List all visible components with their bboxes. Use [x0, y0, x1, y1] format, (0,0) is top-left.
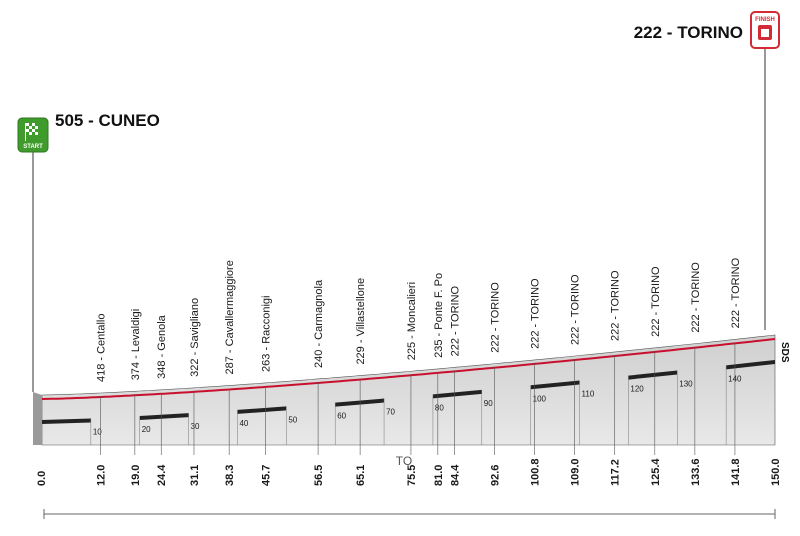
waypoint-label: 240 - Carmagnola — [313, 279, 325, 368]
waypoint-label: 235 - Ponte F. Po — [433, 273, 445, 358]
waypoint-km-label: 56.5 — [313, 465, 325, 486]
waypoint-km-label: 133.6 — [690, 458, 702, 486]
km-segment — [628, 370, 678, 380]
waypoint-km-label: 92.6 — [490, 465, 502, 486]
km-tick-label: 60 — [337, 412, 346, 421]
waypoint-label: 287 - Cavallermaggiore — [224, 260, 236, 374]
waypoint-km-label: 141.8 — [730, 458, 742, 486]
waypoint-label: 222 - TORINO — [690, 262, 702, 333]
waypoint-km-label: 75.5 — [406, 465, 418, 486]
km-segment — [530, 380, 580, 390]
km-tick-label: 20 — [142, 425, 151, 434]
waypoint-km-label: 45.7 — [260, 465, 272, 486]
start-badge-text: START — [23, 144, 43, 150]
waypoint-km-label: 84.4 — [449, 464, 461, 486]
sds-label: SDS — [779, 342, 790, 363]
km-segment — [432, 389, 482, 399]
km-segment — [237, 406, 287, 414]
waypoint-km-label: 12.0 — [96, 465, 108, 486]
km-tick-label: 70 — [386, 408, 395, 417]
km-tick-label: 90 — [484, 399, 493, 408]
waypoint-label: 222 - TORINO — [490, 282, 502, 353]
waypoint-label: 222 - TORINO — [530, 278, 542, 349]
waypoint-leaders — [100, 342, 736, 455]
finish-line-icon — [758, 25, 772, 40]
start-endpoint-label: 505 - CUNEO — [55, 111, 160, 130]
elevation-profile-area — [41, 334, 776, 446]
waypoint-label: 322 - Savigliano — [189, 298, 201, 377]
km-start-label: 0.0 — [36, 471, 48, 486]
waypoint-km-label: 117.2 — [610, 459, 622, 486]
waypoint-km-label: 65.1 — [355, 465, 367, 486]
midline-label: TO — [396, 454, 412, 468]
profile-base-edge — [33, 392, 42, 445]
waypoint-label: 222 - TORINO — [730, 257, 742, 328]
waypoint-km-label: 31.1 — [189, 465, 201, 486]
km-tick-label: 110 — [582, 390, 595, 399]
km-segment — [42, 418, 91, 424]
km-segment — [726, 360, 775, 370]
flag-icon — [25, 123, 38, 141]
waypoint-km-label: 100.8 — [530, 458, 542, 486]
km-segment — [335, 398, 385, 407]
waypoint-label: 222 - TORINO — [449, 285, 461, 356]
waypoint-km-label: 38.3 — [224, 465, 236, 486]
waypoint-km-label: 125.4 — [650, 458, 662, 486]
km-tick-label: 100 — [533, 394, 547, 403]
waypoint-label: 374 - Levaldigi — [130, 309, 142, 381]
km-tick-label: 30 — [191, 422, 200, 431]
km-labels: 0.0 150.0 12.0 19.0 24.4 31.1 38.3 45.7 56.5 65.1… — [36, 458, 782, 486]
km-tick-label: 50 — [288, 415, 297, 424]
road-line — [41, 338, 776, 400]
finish-badge: FINISH — [750, 11, 780, 49]
waypoint-label: 263 - Racconigi — [260, 296, 272, 372]
km-tick-label: 40 — [239, 419, 248, 428]
km-end-label: 150.0 — [770, 458, 782, 486]
finish-endpoint-label: 222 - TORINO — [634, 23, 743, 42]
finish-badge-text: FINISH — [755, 17, 775, 23]
km-tick-label: 80 — [435, 403, 444, 412]
waypoint-label: 229 - Villastellone — [355, 278, 367, 365]
waypoint-km-label: 24.4 — [156, 464, 168, 486]
waypoint-labels: 418 - Centallo 374 - Levaldigi 348 - Genol… — [96, 257, 742, 382]
waypoint-label: 418 - Centallo — [96, 314, 108, 383]
waypoint-km-label: 109.0 — [570, 458, 582, 486]
waypoint-label: 222 - TORINO — [570, 274, 582, 345]
km-tick-label: 130 — [679, 380, 693, 389]
waypoint-label: 222 - TORINO — [610, 270, 622, 341]
waypoint-km-label: 19.0 — [130, 465, 142, 486]
start-badge: START — [17, 117, 49, 153]
km-tick-label: 10 — [93, 427, 102, 436]
waypoint-km-label: 81.0 — [433, 465, 445, 486]
waypoint-label: 222 - TORINO — [650, 266, 662, 337]
waypoint-label: 225 - Moncalieri — [406, 282, 418, 360]
waypoint-label: 348 - Genola — [156, 314, 168, 378]
km-tick-label: 120 — [630, 385, 644, 394]
km-segment — [139, 413, 189, 421]
